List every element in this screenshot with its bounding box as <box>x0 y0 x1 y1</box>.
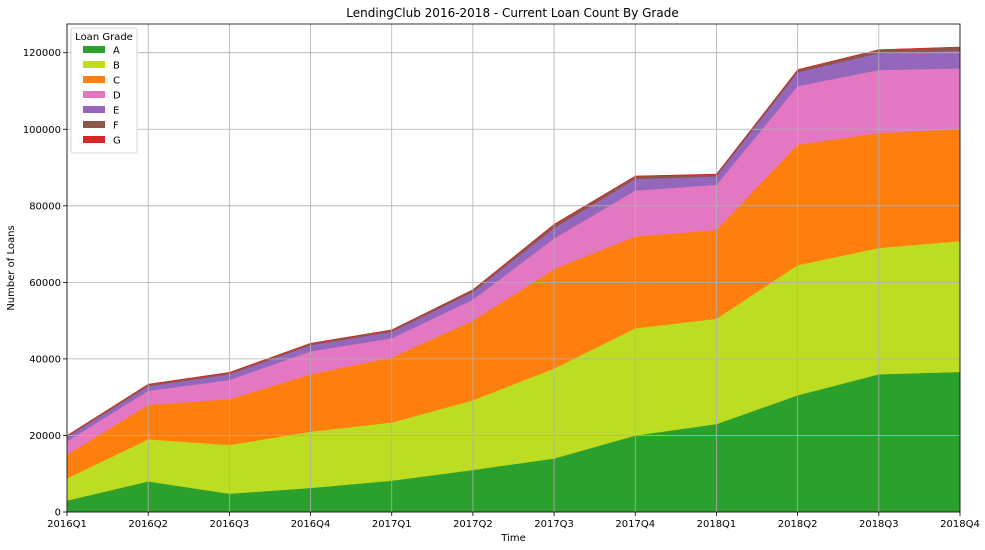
y-tick-label: 40000 <box>29 354 61 365</box>
x-tick-label: 2016Q3 <box>210 519 250 530</box>
legend-label-b: B <box>113 61 120 72</box>
x-tick-label: 2017Q2 <box>453 519 493 530</box>
legend-swatch-g <box>83 136 105 143</box>
plot-area <box>66 46 961 513</box>
x-tick-label: 2016Q2 <box>128 519 168 530</box>
x-axis-ticks: 2016Q1 2016Q2 2016Q3 2016Q4 2017Q1 2017Q2 2017… <box>47 512 980 530</box>
x-tick-label: 2017Q4 <box>615 519 655 530</box>
plot-frame <box>66 23 961 513</box>
x-tick-label: 2018Q1 <box>697 519 737 530</box>
y-tick-label: 120000 <box>23 48 61 59</box>
x-tick-label: 2018Q4 <box>940 519 980 530</box>
legend-label-c: C <box>113 76 120 87</box>
y-tick-label: 20000 <box>29 431 61 442</box>
x-axis-title: Time <box>500 533 525 544</box>
y-axis-title: Number of Loans <box>6 225 17 310</box>
x-tick-label: 2016Q4 <box>291 519 331 530</box>
x-tick-label: 2018Q2 <box>778 519 818 530</box>
legend-label-f: F <box>113 121 119 132</box>
x-tick-label: 2017Q3 <box>534 519 574 530</box>
x-tick-label: 2017Q1 <box>372 519 412 530</box>
x-tick-label: 2016Q1 <box>47 519 87 530</box>
legend-label-a: A <box>113 46 120 57</box>
y-tick-label: 100000 <box>23 125 61 136</box>
legend-swatch-c <box>83 76 105 83</box>
y-axis-ticks: 0 20000 40000 60000 80000 100000 120000 <box>23 48 67 519</box>
legend-label-e: E <box>113 106 119 117</box>
y-tick-label: 0 <box>55 508 61 519</box>
legend-swatch-a <box>83 46 105 53</box>
legend-title: Loan Grade <box>75 32 133 43</box>
legend-label-d: D <box>113 91 121 102</box>
legend-swatch-f <box>83 121 105 128</box>
chart-title: LendingClub 2016-2018 - Current Loan Cou… <box>346 6 678 20</box>
legend-swatch-e <box>83 106 105 113</box>
y-tick-label: 60000 <box>29 278 61 289</box>
x-tick-label: 2018Q3 <box>859 519 899 530</box>
legend-swatch-b <box>83 61 105 68</box>
y-tick-label: 80000 <box>29 201 61 212</box>
legend-swatch-d <box>83 91 105 98</box>
legend-label-g: G <box>113 136 121 147</box>
